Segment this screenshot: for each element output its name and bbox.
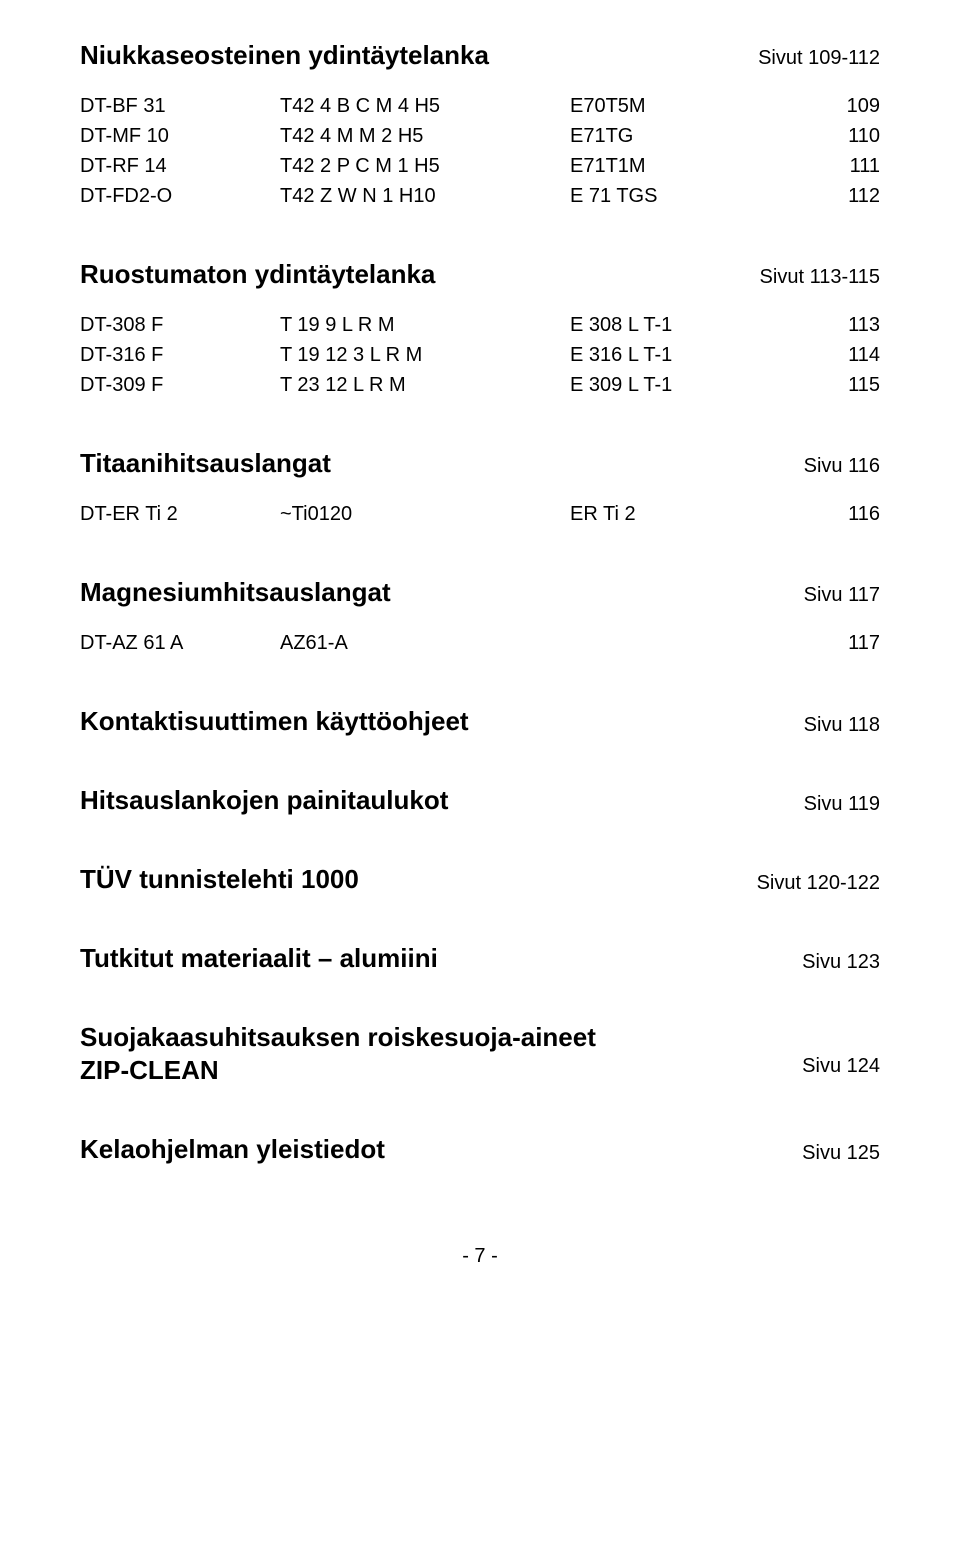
toc-line: Tutkitut materiaalit – alumiini Sivu 123 [80, 943, 880, 974]
cell: E 316 L T-1 [570, 340, 790, 370]
section-pageref: Sivu 116 [804, 455, 880, 478]
table-row: DT-BF 31T42 4 B C M 4 H5E70T5M109 [80, 91, 880, 121]
final-line: Kelaohjelman yleistiedot Sivu 125 [80, 1134, 880, 1165]
table-row: DT-308 FT 19 9 L R ME 308 L T-1113 [80, 310, 880, 340]
cell: DT-316 F [80, 340, 280, 370]
cell: E70T5M [570, 91, 790, 121]
cell: 111 [790, 151, 880, 181]
final-line-title: Kelaohjelman yleistiedot [80, 1134, 385, 1165]
table-row: DT-AZ 61 AAZ61-A 117 [80, 628, 880, 658]
final-line-pageref: Sivu 125 [802, 1142, 880, 1165]
line-pageref: Sivut 120-122 [757, 872, 880, 895]
cell [570, 628, 790, 658]
line-title: Hitsauslankojen painitaulukot [80, 785, 448, 816]
two-line-pageref: Sivu 124 [802, 1055, 880, 1086]
cell: T 19 9 L R M [280, 310, 570, 340]
cell: T42 4 M M 2 H5 [280, 121, 570, 151]
line-title: Tutkitut materiaalit – alumiini [80, 943, 438, 974]
cell: DT-BF 31 [80, 91, 280, 121]
section-pageref: Sivu 117 [804, 584, 880, 607]
section-pageref: Sivut 113-115 [760, 266, 880, 289]
two-line-title: Suojakaasuhitsauksen roiskesuoja-aineet [80, 1022, 880, 1053]
cell: DT-MF 10 [80, 121, 280, 151]
table-row: DT-ER Ti 2~Ti0120ER Ti 2116 [80, 499, 880, 529]
section-header: Magnesiumhitsauslangat Sivu 117 [80, 577, 880, 608]
line-title: Kontaktisuuttimen käyttöohjeet [80, 706, 469, 737]
toc-section: Ruostumaton ydintäytelanka Sivut 113-115 D… [80, 259, 880, 400]
cell: E71TG [570, 121, 790, 151]
cell: T42 2 P C M 1 H5 [280, 151, 570, 181]
table-row: DT-316 FT 19 12 3 L R ME 316 L T-1114 [80, 340, 880, 370]
cell: DT-ER Ti 2 [80, 499, 280, 529]
section-title: Titaanihitsauslangat [80, 448, 331, 479]
two-line-sub: ZIP-CLEAN [80, 1055, 219, 1086]
section-header: Niukkaseosteinen ydintäytelanka Sivut 109… [80, 40, 880, 71]
cell: T42 Z W N 1 H10 [280, 181, 570, 211]
section-title: Magnesiumhitsauslangat [80, 577, 391, 608]
table-row: DT-FD2-OT42 Z W N 1 H10E 71 TGS112 [80, 181, 880, 211]
section-title: Ruostumaton ydintäytelanka [80, 259, 435, 290]
cell: DT-309 F [80, 370, 280, 400]
section-pageref: Sivut 109-112 [758, 47, 880, 70]
cell: ~Ti0120 [280, 499, 570, 529]
cell: T42 4 B C M 4 H5 [280, 91, 570, 121]
line-pageref: Sivu 119 [804, 793, 880, 816]
table-row: DT-MF 10T42 4 M M 2 H5E71TG110 [80, 121, 880, 151]
table-row: DT-RF 14T42 2 P C M 1 H5E71T1M111 [80, 151, 880, 181]
table-row: DT-309 FT 23 12 L R ME 309 L T-1115 [80, 370, 880, 400]
cell: E 71 TGS [570, 181, 790, 211]
toc-line: Hitsauslankojen painitaulukot Sivu 119 [80, 785, 880, 816]
section-two-line: Suojakaasuhitsauksen roiskesuoja-aineet … [80, 1022, 880, 1086]
cell: 114 [790, 340, 880, 370]
toc-line: TÜV tunnistelehti 1000 Sivut 120-122 [80, 864, 880, 895]
cell: DT-FD2-O [80, 181, 280, 211]
line-pageref: Sivu 123 [802, 951, 880, 974]
cell: T 23 12 L R M [280, 370, 570, 400]
toc-section: Titaanihitsauslangat Sivu 116 DT-ER Ti 2~T… [80, 448, 880, 529]
section-header: Titaanihitsauslangat Sivu 116 [80, 448, 880, 479]
cell: 113 [790, 310, 880, 340]
toc-section: Niukkaseosteinen ydintäytelanka Sivut 109… [80, 40, 880, 211]
cell: E71T1M [570, 151, 790, 181]
toc-line: Kontaktisuuttimen käyttöohjeet Sivu 118 [80, 706, 880, 737]
page-number: - 7 - [80, 1245, 880, 1268]
cell: DT-308 F [80, 310, 280, 340]
cell: 109 [790, 91, 880, 121]
cell: T 19 12 3 L R M [280, 340, 570, 370]
section-header: Ruostumaton ydintäytelanka Sivut 113-115 [80, 259, 880, 290]
cell: 110 [790, 121, 880, 151]
cell: DT-AZ 61 A [80, 628, 280, 658]
cell: ER Ti 2 [570, 499, 790, 529]
cell: 115 [790, 370, 880, 400]
cell: DT-RF 14 [80, 151, 280, 181]
toc-section: Magnesiumhitsauslangat Sivu 117 DT-AZ 61 A… [80, 577, 880, 658]
cell: AZ61-A [280, 628, 570, 658]
section-title: Niukkaseosteinen ydintäytelanka [80, 40, 489, 71]
cell: E 308 L T-1 [570, 310, 790, 340]
cell: 116 [790, 499, 880, 529]
line-pageref: Sivu 118 [804, 714, 880, 737]
cell: 117 [790, 628, 880, 658]
cell: E 309 L T-1 [570, 370, 790, 400]
line-title: TÜV tunnistelehti 1000 [80, 864, 359, 895]
cell: 112 [790, 181, 880, 211]
